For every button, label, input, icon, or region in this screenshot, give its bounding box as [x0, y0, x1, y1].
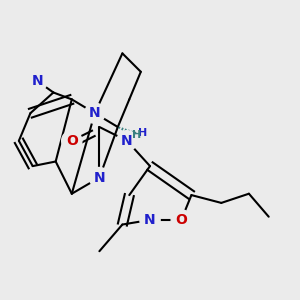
Text: N: N	[144, 213, 156, 227]
Circle shape	[117, 131, 137, 151]
Text: N: N	[94, 171, 105, 184]
Text: N: N	[89, 106, 100, 120]
Circle shape	[27, 71, 47, 91]
Circle shape	[85, 103, 105, 123]
Text: H: H	[138, 128, 147, 137]
Circle shape	[62, 131, 82, 151]
Circle shape	[171, 210, 191, 230]
Circle shape	[140, 210, 160, 230]
Text: N: N	[32, 74, 43, 88]
Text: O: O	[66, 134, 78, 148]
Text: N: N	[121, 134, 133, 148]
Text: H: H	[132, 130, 141, 140]
Circle shape	[89, 167, 110, 188]
Text: O: O	[175, 213, 187, 227]
